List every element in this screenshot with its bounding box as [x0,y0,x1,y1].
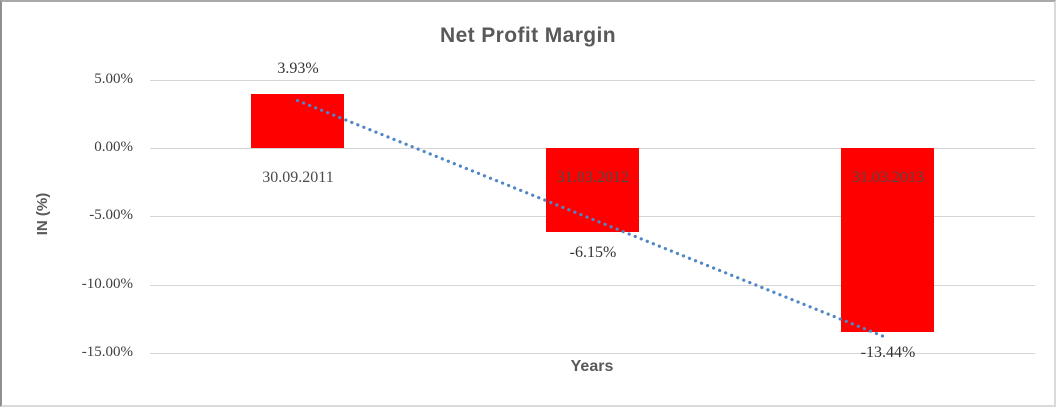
data-label: -6.15% [569,244,617,261]
data-label: 3.93% [277,60,319,77]
bar [546,148,639,232]
bar [251,94,344,148]
chart-title: Net Profit Margin [440,24,616,47]
y-axis-tick-label: 5.00% [94,71,133,87]
data-label: -13.44% [860,344,916,361]
gridline [150,80,1035,81]
category-label: 31.03.2012 [557,169,629,186]
y-axis-tick-label: 0.00% [94,139,133,155]
y-axis-tick-label: -5.00% [89,207,133,223]
y-axis-tick-label: -15.00% [81,344,133,360]
category-label: 30.09.2011 [262,169,334,186]
gridline [150,353,1035,354]
category-label: 31.03.2013 [852,169,924,186]
y-axis-tick-label: -10.00% [81,276,133,292]
x-axis-title: Years [570,358,614,375]
